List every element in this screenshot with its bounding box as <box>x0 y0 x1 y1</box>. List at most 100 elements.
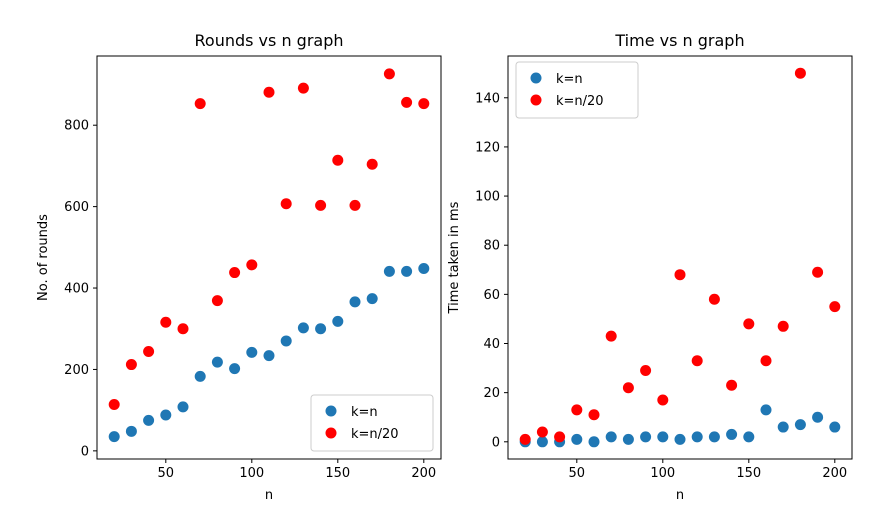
chart1-series2-point <box>418 98 430 110</box>
chart2-series2-point <box>674 269 686 281</box>
chart2-legend-marker <box>530 94 542 106</box>
chart2-x-tick-label: 150 <box>736 466 761 481</box>
chart2-legend-box <box>515 61 639 119</box>
chart1-legend-marker <box>325 405 337 417</box>
chart1-y-tick-label: 800 <box>64 119 89 134</box>
chart1-series1-point <box>332 315 344 327</box>
chart2-series1-point <box>743 431 755 443</box>
chart2-series1-point <box>640 431 652 443</box>
chart2-series2-point <box>605 330 617 342</box>
chart2-series2-point <box>760 355 772 367</box>
chart2-series2-point <box>519 433 531 445</box>
chart1-series2-point <box>160 316 172 328</box>
chart2-series2-point <box>536 426 548 438</box>
chart2-legend-marker <box>530 72 542 84</box>
chart1-series2-point <box>194 98 206 110</box>
chart2-series2-point <box>657 394 669 406</box>
chart2-series1-point <box>674 433 686 445</box>
chart1-series2-point <box>143 346 155 358</box>
chart1-series1-point <box>125 425 137 437</box>
chart2-series1-point <box>588 436 600 448</box>
chart1-axes-frame <box>96 55 442 460</box>
chart1-series1-point <box>418 262 430 274</box>
chart1-legend-label: k=n <box>351 405 378 420</box>
chart1-series1-point <box>280 335 292 347</box>
chart2-series1-point <box>657 431 669 443</box>
chart1-series2-point <box>177 323 189 335</box>
chart2-series1-point <box>760 404 772 416</box>
chart2-y-tick-label: 20 <box>483 386 500 401</box>
chart2-series1-point <box>691 431 703 443</box>
chart1-series2-point <box>229 267 241 279</box>
chart1-series1-point <box>194 370 206 382</box>
chart1-series2-point <box>211 295 223 307</box>
chart1: Rounds vs n graph 50 100 150 200 0 200 400 600 80… <box>36 31 442 503</box>
chart1-series2-point <box>366 158 378 170</box>
chart2-series2-point <box>640 365 652 377</box>
chart1-series2-point <box>280 198 292 210</box>
chart2-series1-point <box>829 421 841 433</box>
chart2-y-tick-label: 60 <box>483 288 500 303</box>
chart2-series2-point <box>571 404 583 416</box>
chart1-legend-marker <box>325 427 337 439</box>
chart2-series1-point <box>726 428 738 440</box>
chart1-y-tick-label: 600 <box>64 200 89 215</box>
chart2-axes-frame <box>507 55 853 460</box>
chart2-series2-point <box>622 382 634 394</box>
chart1-series1-point <box>315 323 327 335</box>
chart1-y-tick-label: 200 <box>64 363 89 378</box>
chart2-x-tick-label: 50 <box>569 466 586 481</box>
chart1-series1-point <box>263 350 275 362</box>
chart1-legend-box <box>310 394 434 452</box>
chart2: Time vs n graph 50 100 150 200 0 20 40 60 80 100 12… <box>447 31 853 503</box>
chart1-series1-point <box>177 401 189 413</box>
chart2-y-tick-label: 120 <box>475 140 500 155</box>
chart1-series1-point <box>229 363 241 375</box>
chart1-series2-point <box>349 199 361 211</box>
chart2-legend-label: k=n <box>556 72 583 87</box>
chart1-series1-point <box>211 356 223 368</box>
chart2-series1-point <box>571 433 583 445</box>
chart1-legend: k=n k=n/20 <box>310 394 434 452</box>
chart1-x-axis-label: n <box>265 488 273 503</box>
chart2-y-tick-label: 140 <box>475 91 500 106</box>
chart1-x-tick-label: 50 <box>158 466 175 481</box>
chart2-series2-point <box>829 301 841 313</box>
chart2-title: Time vs n graph <box>614 31 744 50</box>
chart1-x-tick-label: 200 <box>411 466 436 481</box>
chart1-series2-point <box>263 86 275 98</box>
chart2-series2-point <box>812 266 824 278</box>
chart1-series1-point <box>108 431 120 443</box>
chart2-y-tick-label: 80 <box>483 239 500 254</box>
chart1-title: Rounds vs n graph <box>195 31 344 50</box>
chart1-y-tick-label: 400 <box>64 282 89 297</box>
chart2-x-tick-label: 200 <box>822 466 847 481</box>
chart1-series2-point <box>315 199 327 211</box>
chart1-series2-point <box>383 68 395 80</box>
chart2-series2-point <box>691 355 703 367</box>
chart2-series2-point <box>726 379 738 391</box>
chart1-series1-point <box>160 409 172 421</box>
chart2-series1-point <box>605 431 617 443</box>
chart1-series2-point <box>401 96 413 108</box>
chart2-series1-point <box>536 436 548 448</box>
chart1-x-tick-label: 150 <box>325 466 350 481</box>
chart2-series2-point <box>588 409 600 421</box>
chart2-y-tick-label: 100 <box>475 190 500 205</box>
chart2-series1-point <box>622 433 634 445</box>
chart1-series1-point <box>349 296 361 308</box>
chart2-series2-point <box>708 293 720 305</box>
chart1-series2-point <box>246 259 258 271</box>
chart1-series1-point <box>246 346 258 358</box>
chart2-y-tick-label: 40 <box>483 337 500 352</box>
chart2-y-tick-label: 0 <box>492 435 500 450</box>
chart1-series2-point <box>125 359 137 371</box>
chart2-series1-point <box>708 431 720 443</box>
chart2-series2-point <box>794 67 806 79</box>
chart1-series1-point <box>366 293 378 305</box>
chart1-legend-label: k=n/20 <box>351 427 399 442</box>
chart2-x-tick-label: 100 <box>650 466 675 481</box>
chart1-series2-point <box>297 82 309 94</box>
chart2-series1-point <box>812 411 824 423</box>
